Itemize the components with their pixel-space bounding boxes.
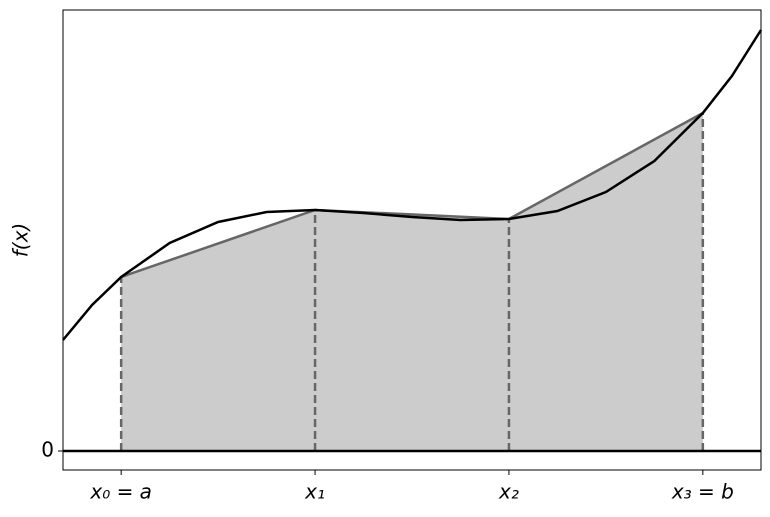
plot-frame [62, 9, 762, 471]
x-tick-label: x₂ [498, 480, 519, 504]
function-curve [62, 29, 763, 341]
x-tick-label: x₀ = a [89, 480, 152, 504]
y-axis-label: f(x) [9, 223, 33, 257]
trapezoid-top [120, 111, 704, 279]
y-tick-label: 0 [41, 438, 54, 462]
x-tick-label: x₃ = b [671, 480, 734, 504]
trapezoid-area [121, 113, 703, 451]
x-tick-label: x₁ [304, 480, 325, 504]
